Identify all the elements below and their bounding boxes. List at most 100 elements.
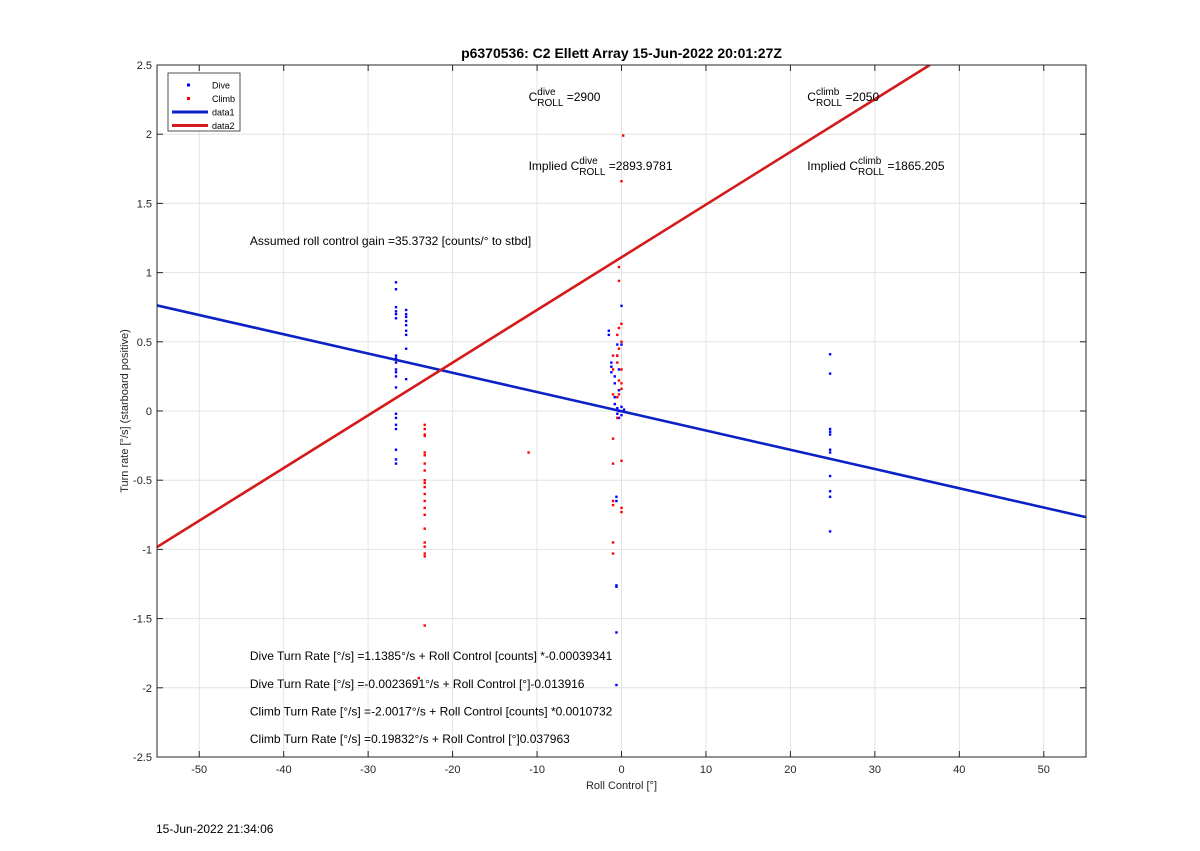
data-point-climb <box>620 387 623 391</box>
y-tick-label: 1.5 <box>137 198 152 210</box>
data-point-dive <box>828 448 832 451</box>
y-tick-label: -0.5 <box>133 475 152 487</box>
print-timestamp: 15-Jun-2022 21:34:06 <box>156 822 274 836</box>
y-tick-label: 1 <box>146 268 152 280</box>
data-point-dive <box>394 312 398 316</box>
annotation-superscript: dive <box>579 156 598 167</box>
data-point-dive <box>620 405 623 409</box>
data-point-climb <box>423 513 426 516</box>
data-point-dive <box>394 412 398 415</box>
data-point-climb <box>423 541 426 544</box>
data-point-dive <box>828 372 832 375</box>
data-point-dive <box>394 281 398 284</box>
data-point-climb <box>620 340 623 343</box>
annotation-prefix: Implied <box>807 159 849 173</box>
data-point-dive <box>394 448 398 451</box>
x-tick-label: -10 <box>529 764 545 776</box>
x-tick-label: 10 <box>700 764 712 776</box>
data-point-climb <box>617 393 621 396</box>
data-point-climb <box>616 416 619 420</box>
data-point-dive <box>394 462 398 465</box>
data-point-climb <box>611 541 615 544</box>
data-point-climb <box>423 434 426 438</box>
data-point-dive <box>404 333 408 337</box>
x-tick-label: 20 <box>784 764 796 776</box>
data-point-dive <box>620 413 623 417</box>
data-point-dive <box>613 375 616 378</box>
data-point-dive <box>617 389 621 392</box>
annotation-climb-counts: Climb Turn Rate [°/s] =-2.0017°/s + Roll… <box>250 704 613 718</box>
data-point-climb <box>611 499 615 503</box>
x-tick-label: -50 <box>191 764 207 776</box>
data-point-dive <box>615 631 618 634</box>
data-point-climb <box>423 423 426 427</box>
data-point-dive <box>828 427 832 431</box>
data-point-dive <box>613 395 616 399</box>
data-point-dive <box>394 375 398 378</box>
data-point-climb <box>423 479 426 482</box>
data-point-climb <box>616 333 619 337</box>
data-point-climb <box>423 555 426 558</box>
data-point-climb <box>616 354 619 357</box>
annotation-value: =1865.205 <box>884 159 945 173</box>
data-point-dive <box>613 382 616 385</box>
data-point-climb <box>423 451 426 454</box>
data-point-climb <box>423 624 426 627</box>
data-point-climb <box>611 393 615 396</box>
annotation-prefix: Implied <box>529 159 571 173</box>
data-point-climb <box>620 506 623 510</box>
annotation-roll-gain: Assumed roll control gain =35.3732 [coun… <box>250 234 531 248</box>
data-point-dive <box>615 584 618 587</box>
data-point-dive <box>610 365 613 368</box>
legend-label: data2 <box>212 121 235 131</box>
data-point-dive <box>613 402 616 406</box>
data-point-dive <box>404 323 408 327</box>
annotation-climb-deg: Climb Turn Rate [°/s] =0.19832°/s + Roll… <box>250 732 570 746</box>
data-point-dive <box>828 451 832 454</box>
data-point-dive <box>828 530 832 533</box>
data-point-dive <box>615 499 618 503</box>
data-point-climb <box>611 354 615 357</box>
series-line-data1 <box>157 304 1086 519</box>
annotation-subscript: ROLL <box>579 167 606 178</box>
y-tick-label: -1.5 <box>133 614 152 626</box>
data-point-dive <box>616 407 619 410</box>
x-tick-label: -40 <box>276 764 292 776</box>
data-point-climb <box>423 527 426 530</box>
data-point-dive <box>610 361 613 364</box>
data-point-climb <box>611 503 615 507</box>
data-point-dive <box>610 371 613 374</box>
data-point-dive <box>828 495 832 499</box>
annotation-subscript: ROLL <box>858 167 885 178</box>
data-point-dive <box>828 433 832 436</box>
data-point-dive <box>394 416 398 420</box>
annotation-implied-dive: Implied Cdive ROLL =2893.9781 <box>529 156 673 178</box>
y-tick-label: 2 <box>146 129 152 141</box>
data-point-climb <box>423 433 426 436</box>
data-point-climb <box>617 347 621 350</box>
y-tick-label: -1 <box>142 544 152 556</box>
data-point-climb <box>423 485 426 489</box>
annotation-dive-deg: Dive Turn Rate [°/s] =-0.0023691°/s + Ro… <box>250 677 585 691</box>
y-tick-label: -2.5 <box>133 752 152 764</box>
data-point-dive <box>615 585 618 588</box>
annotation-superscript: dive <box>537 87 556 98</box>
data-point-climb <box>611 462 615 465</box>
data-point-dive <box>394 354 398 357</box>
data-point-climb <box>620 180 623 183</box>
data-group <box>157 65 1086 687</box>
data-point-climb <box>423 492 426 496</box>
data-point-dive <box>615 683 618 687</box>
annotation-implied-climb: Implied Cclimb ROLL =1865.205 <box>807 156 945 178</box>
plot-area: -50 -40 -30 -20 -10 0 10 20 30 40 50-2.5-2-1.5-1-0… <box>119 45 1087 792</box>
data-point-climb <box>611 437 615 440</box>
data-point-dive <box>394 306 398 309</box>
x-tick-label: -20 <box>445 764 461 776</box>
data-point-climb <box>423 552 426 555</box>
data-point-dive <box>404 308 408 312</box>
annotation-value: =2900 <box>563 90 600 104</box>
annotation-superscript: climb <box>858 156 882 167</box>
data-point-dive <box>404 315 408 319</box>
annotation-dive-counts: Dive Turn Rate [°/s] =1.1385°/s + Roll C… <box>250 649 613 663</box>
data-point-climb <box>620 382 623 385</box>
